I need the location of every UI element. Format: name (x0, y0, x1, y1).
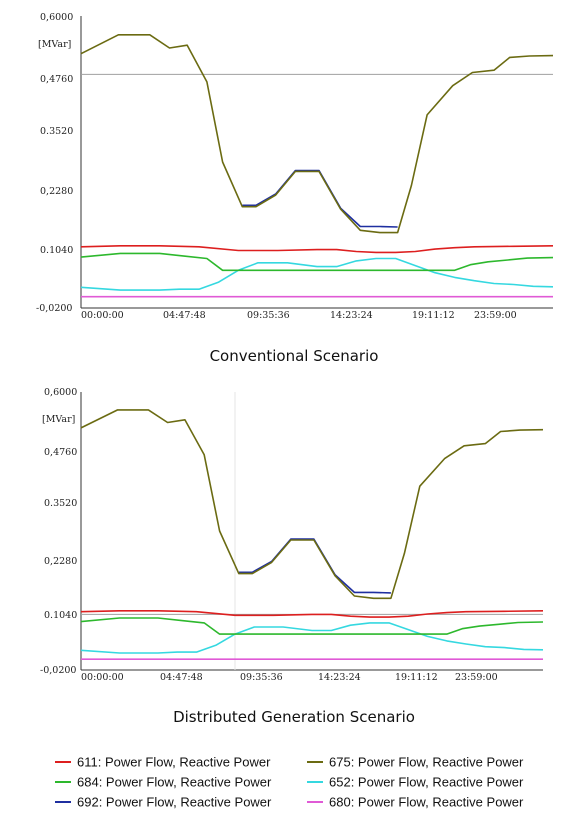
series-line-684 (80, 252, 554, 272)
legend-item: 680: Power Flow, Reactive Power (307, 795, 524, 810)
x-tick-label: 23:59:00 (455, 672, 498, 683)
legend-label: 611: Power Flow, Reactive Power (77, 755, 271, 770)
panel-distributed-generation-scenario: [MVar] 0,6000 0,4760 0.3520 0,2280 0.104… (40, 387, 544, 726)
series-line-675 (80, 33, 554, 234)
y-tick-label: -0,0200 (36, 303, 72, 314)
x-tick-label: 19:11:12 (412, 310, 455, 321)
panel-conventional-scenario: [MVar] 0,6000 0,4760 0.3520 0,2280 0.104… (36, 12, 554, 365)
y-tick-label: 0,2280 (44, 556, 77, 567)
legend-item: 684: Power Flow, Reactive Power (55, 775, 272, 790)
legend-label: 652: Power Flow, Reactive Power (329, 775, 524, 790)
x-tick-label: 09:35:36 (247, 310, 290, 321)
y-tick-label: 0.3520 (40, 126, 73, 137)
legend-item: 675: Power Flow, Reactive Power (307, 755, 524, 770)
series-line-611 (80, 609, 544, 618)
x-tick-labels: 00:00:00 04:47:48 09:35:36 14:23:24 19:1… (81, 310, 517, 321)
legend-label: 680: Power Flow, Reactive Power (329, 795, 524, 810)
legend-item: 611: Power Flow, Reactive Power (55, 755, 271, 770)
y-axis-unit: [MVar] (42, 414, 75, 425)
legend: 611: Power Flow, Reactive Power 675: Pow… (55, 755, 524, 810)
y-tick-label: 0,4760 (40, 74, 73, 85)
series-line-684 (80, 617, 544, 635)
x-tick-label: 09:35:36 (240, 672, 283, 683)
x-tick-label: 14:23:24 (318, 672, 361, 683)
y-axis-unit: [MVar] (38, 39, 71, 50)
x-tick-label: 00:00:00 (81, 672, 124, 683)
x-tick-label: 04:47:48 (163, 310, 206, 321)
legend-item: 692: Power Flow, Reactive Power (55, 795, 272, 810)
series-line-611 (80, 245, 554, 254)
x-tick-labels: 00:00:00 04:47:48 09:35:36 14:23:24 19:1… (81, 672, 498, 683)
x-tick-label: 19:11:12 (395, 672, 438, 683)
legend-label: 675: Power Flow, Reactive Power (329, 755, 524, 770)
legend-item: 652: Power Flow, Reactive Power (307, 775, 524, 790)
series-line-692 (242, 169, 398, 228)
y-tick-labels: 0,6000 0,4760 0.3520 0,2280 0.1040 -0,02… (40, 387, 77, 676)
y-tick-label: 0,4760 (44, 447, 77, 458)
plot-area (80, 392, 544, 670)
y-tick-label: 0,6000 (44, 387, 77, 398)
y-tick-label: 0,2280 (40, 186, 73, 197)
y-tick-label: 0,6000 (40, 12, 73, 23)
chart-caption: Conventional Scenario (210, 347, 379, 365)
y-tick-labels: 0,6000 0,4760 0.3520 0,2280 0.1040 -0,02… (36, 12, 73, 314)
chart-caption: Distributed Generation Scenario (173, 708, 415, 726)
x-tick-label: 04:47:48 (160, 672, 203, 683)
legend-label: 684: Power Flow, Reactive Power (77, 775, 272, 790)
plot-area (80, 33, 554, 298)
series-line-652 (80, 257, 554, 291)
y-tick-label: 0.1040 (40, 245, 73, 256)
x-tick-label: 00:00:00 (81, 310, 124, 321)
y-tick-label: -0,0200 (40, 665, 76, 676)
x-tick-label: 14:23:24 (330, 310, 373, 321)
x-tick-label: 23:59:00 (474, 310, 517, 321)
series-line-652 (80, 622, 544, 654)
y-tick-label: 0.1040 (44, 610, 77, 621)
y-tick-label: 0.3520 (44, 498, 77, 509)
series-line-692 (238, 538, 391, 594)
legend-label: 692: Power Flow, Reactive Power (77, 795, 272, 810)
series-line-675 (80, 409, 544, 600)
